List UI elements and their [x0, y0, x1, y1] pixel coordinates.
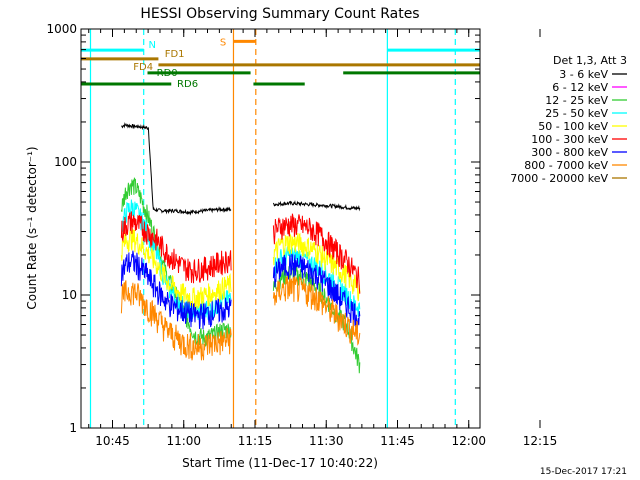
flag-label-2: FD4: [133, 62, 153, 73]
x-tick-label-4: 11:45: [380, 434, 415, 448]
chart-title: HESSI Observing Summary Count Rates: [140, 6, 419, 22]
y-tick-label-2: 100: [54, 155, 77, 169]
footer-timestamp: 15-Dec-2017 17:21: [540, 467, 627, 477]
legend-entry-3: 25 - 50 keV: [545, 107, 608, 120]
axes: 1 10 100 1000 10:45 11:00 11:15 11:30 11:45 12:00…: [46, 22, 557, 448]
vertical-markers: [89, 29, 456, 428]
legend-entry-1: 6 - 12 keV: [552, 81, 608, 94]
y-axis-label: Count Rate (s⁻¹ detector⁻¹): [25, 146, 39, 309]
series-line-0-seg2: [272, 200, 361, 212]
flag-label-3: RD0: [157, 68, 178, 79]
series-line-6-seg1: [120, 250, 232, 330]
flag-label-4: RD6: [177, 79, 198, 90]
legend-entry-5: 100 - 300 keV: [531, 133, 608, 146]
flag-label-0: N: [149, 40, 156, 51]
plot-frame: [80, 28, 481, 429]
series-line-2-seg1: [120, 177, 232, 347]
y-tick-label-3: 1000: [46, 22, 77, 36]
legend-entry-4: 50 - 100 keV: [538, 120, 608, 133]
legend-title: Det 1,3, Att 3: [553, 54, 627, 67]
x-tick-label-5: 12:00: [451, 434, 486, 448]
legend-entry-0: 3 - 6 keV: [559, 68, 608, 81]
y-tick-label-0: 1: [69, 421, 77, 435]
flag-label-1: FD1: [165, 49, 185, 60]
x-tick-label-1: 11:00: [166, 434, 201, 448]
flag-label-5: S: [220, 37, 226, 48]
series-line-7-seg1: [120, 280, 232, 361]
legend-entry-8: 7000 - 20000 keV: [510, 172, 608, 185]
legend-entry-6: 300 - 800 keV: [531, 146, 608, 159]
series-line-5-seg2: [272, 213, 361, 294]
series-line-7-seg2: [272, 275, 361, 346]
series-line-6-seg2: [272, 253, 361, 329]
x-tick-label-0: 10:45: [95, 434, 130, 448]
y-tick-label-1: 10: [62, 288, 77, 302]
series-line-0-seg1: [121, 122, 232, 216]
x-tick-label-3: 11:30: [309, 434, 344, 448]
x-tick-label-2: 11:15: [238, 434, 273, 448]
x-axis-label: Start Time (11-Dec-17 10:40:22): [182, 456, 378, 470]
legend-entry-7: 800 - 7000 keV: [524, 159, 608, 172]
series-line-4-seg2: [272, 232, 361, 302]
legend-entry-2: 12 - 25 keV: [545, 94, 608, 107]
x-tick-label-6: 12:15: [523, 434, 558, 448]
series-line-4-seg1: [120, 228, 232, 311]
series-line-5-seg1: [120, 211, 232, 284]
series-lines: [120, 122, 361, 374]
